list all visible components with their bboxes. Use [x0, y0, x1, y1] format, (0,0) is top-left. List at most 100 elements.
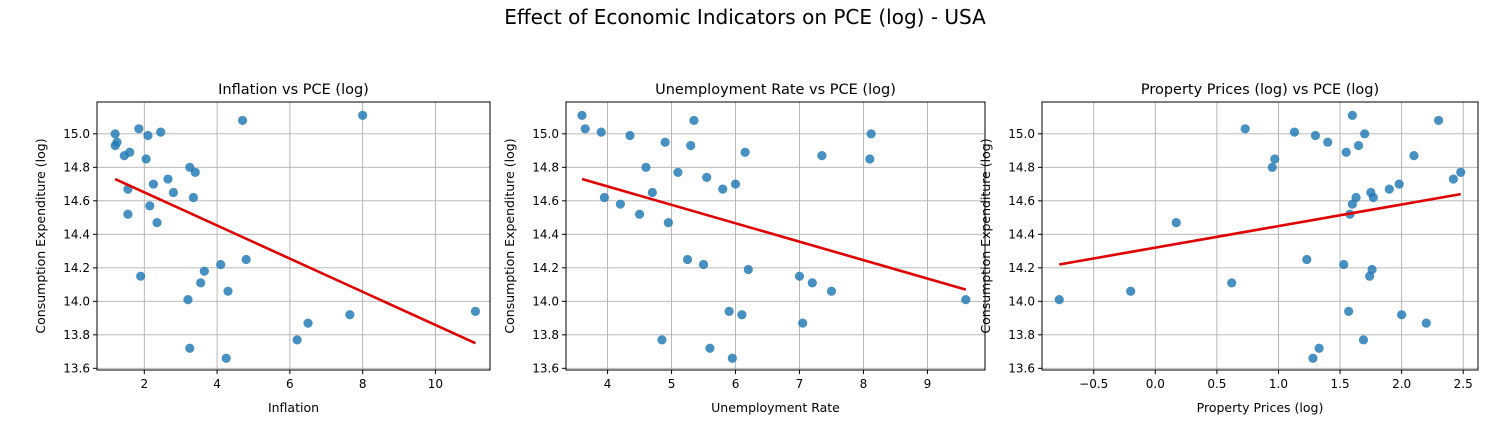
scatter-point: [1341, 147, 1351, 157]
scatter-point: [1270, 154, 1280, 164]
x-tick-label: 1.5: [1331, 377, 1350, 391]
scatter-point: [143, 130, 153, 141]
scatter-point: [1360, 129, 1370, 139]
scatter-point: [718, 184, 728, 194]
scatter-point: [1367, 264, 1377, 275]
scatter-point: [1126, 286, 1136, 296]
scatter-point: [1171, 218, 1181, 228]
panel-title: Unemployment Rate vs PCE (log): [655, 82, 896, 98]
scatter-point: [1433, 115, 1444, 126]
x-tick-label: 6: [286, 377, 294, 391]
scatter-point: [136, 271, 146, 281]
y-axis-label: Consumption Expenditure (log): [978, 138, 993, 333]
scatter-point: [660, 137, 670, 147]
scatter-point: [1267, 162, 1277, 172]
scatter-point: [345, 310, 355, 320]
scatter-point: [1314, 343, 1324, 353]
scatter-point: [724, 306, 734, 316]
scatter-point: [223, 286, 233, 296]
scatter-point: [1456, 167, 1466, 177]
x-tick-label: 7: [796, 377, 804, 391]
scatter-point: [185, 343, 195, 353]
y-tick-label: 14.0: [63, 294, 90, 308]
x-axis-label: Property Prices (log): [1197, 400, 1324, 415]
y-tick-label: 14.8: [63, 160, 90, 174]
y-tick-label: 14.8: [532, 160, 559, 174]
x-tick-label: 5: [668, 377, 676, 391]
scatter-point: [702, 172, 712, 182]
scatter-point: [1384, 184, 1394, 194]
y-tick-label: 15.0: [532, 127, 559, 141]
scatter-point: [188, 192, 199, 203]
scatter-point: [743, 264, 753, 275]
scatter-point: [807, 278, 817, 288]
chart-panel-2: 4 5 6 7 8 9 13.6 13.8 14.0 14.2 14.4 14.6 14.8 15.0 Un…: [502, 82, 986, 415]
y-tick-label: 14.6: [1008, 194, 1035, 208]
scatter-point: [156, 127, 166, 137]
y-tick-label: 14.4: [532, 227, 559, 241]
y-tick-label: 13.8: [1008, 328, 1035, 342]
scatter-point: [1394, 179, 1404, 189]
x-tick-label: 4: [213, 377, 221, 391]
scatter-point: [1310, 130, 1321, 141]
scatter-point: [123, 209, 133, 219]
scatter-point: [303, 318, 313, 328]
scatter-point: [1397, 310, 1407, 320]
scatter-point: [794, 271, 805, 281]
scatter-point: [727, 353, 737, 363]
scatter-point: [1409, 151, 1419, 161]
x-tick-label: 4: [604, 377, 612, 391]
scatter-point: [358, 110, 368, 120]
scatter-point: [663, 218, 673, 228]
scatter-point: [141, 154, 151, 164]
scatter-point: [112, 137, 122, 147]
scatter-point: [580, 124, 590, 134]
scatter-point: [599, 192, 609, 203]
scatter-point: [148, 179, 159, 189]
x-tick-label: 0.0: [1146, 377, 1165, 391]
scatter-point: [689, 115, 699, 126]
y-tick-label: 14.2: [63, 261, 90, 275]
scatter-point: [737, 310, 747, 320]
scatter-point: [1289, 127, 1300, 137]
scatter-point: [657, 335, 667, 345]
scatter-point: [596, 127, 606, 137]
scatter-point: [1421, 318, 1431, 328]
scatter-point: [1347, 199, 1357, 209]
scatter-point: [470, 306, 481, 316]
scatter-point: [125, 147, 135, 157]
y-tick-label: 14.4: [63, 227, 90, 241]
scatter-point: [673, 167, 683, 177]
x-axis-label: Inflation: [268, 400, 319, 415]
scatter-point: [1347, 110, 1357, 120]
y-tick-label: 13.6: [532, 361, 559, 375]
scatter-point: [1368, 192, 1378, 203]
scatter-point: [110, 129, 120, 139]
chart-panel-1: 2 4 6 8 10 13.6 13.8 14.0 14.2 14.4 14.6 14.8 15.0 In…: [33, 82, 491, 415]
scatter-point: [1339, 259, 1349, 270]
scatter-point: [686, 140, 696, 151]
x-tick-label: −0.5: [1079, 377, 1108, 391]
y-axis-label: Consumption Expenditure (log): [33, 138, 48, 333]
chart-panel-3: −0.5 0.0 0.5 1.0 1.5 2.0 2.5 13.6 13.8 14.0 14.2 14…: [978, 82, 1479, 415]
plot-frame: [96, 101, 491, 371]
x-tick-label: 8: [860, 377, 868, 391]
y-tick-label: 14.6: [63, 194, 90, 208]
y-tick-label: 13.8: [532, 328, 559, 342]
scatter-point: [1344, 306, 1354, 316]
y-tick-label: 14.8: [1008, 160, 1035, 174]
scatter-point: [698, 259, 709, 270]
x-tick-label: 10: [428, 377, 443, 391]
scatter-point: [1240, 124, 1250, 134]
scatter-point: [292, 335, 302, 345]
scatter-point: [577, 110, 587, 120]
scatter-point: [163, 174, 173, 184]
x-axis-label: Unemployment Rate: [711, 400, 840, 415]
x-tick-label: 8: [359, 377, 367, 391]
scatter-point: [1308, 353, 1318, 363]
scatter-point: [145, 201, 155, 211]
y-tick-label: 13.6: [1008, 361, 1035, 375]
scatter-point: [1353, 140, 1364, 151]
scatter-point: [241, 254, 251, 265]
